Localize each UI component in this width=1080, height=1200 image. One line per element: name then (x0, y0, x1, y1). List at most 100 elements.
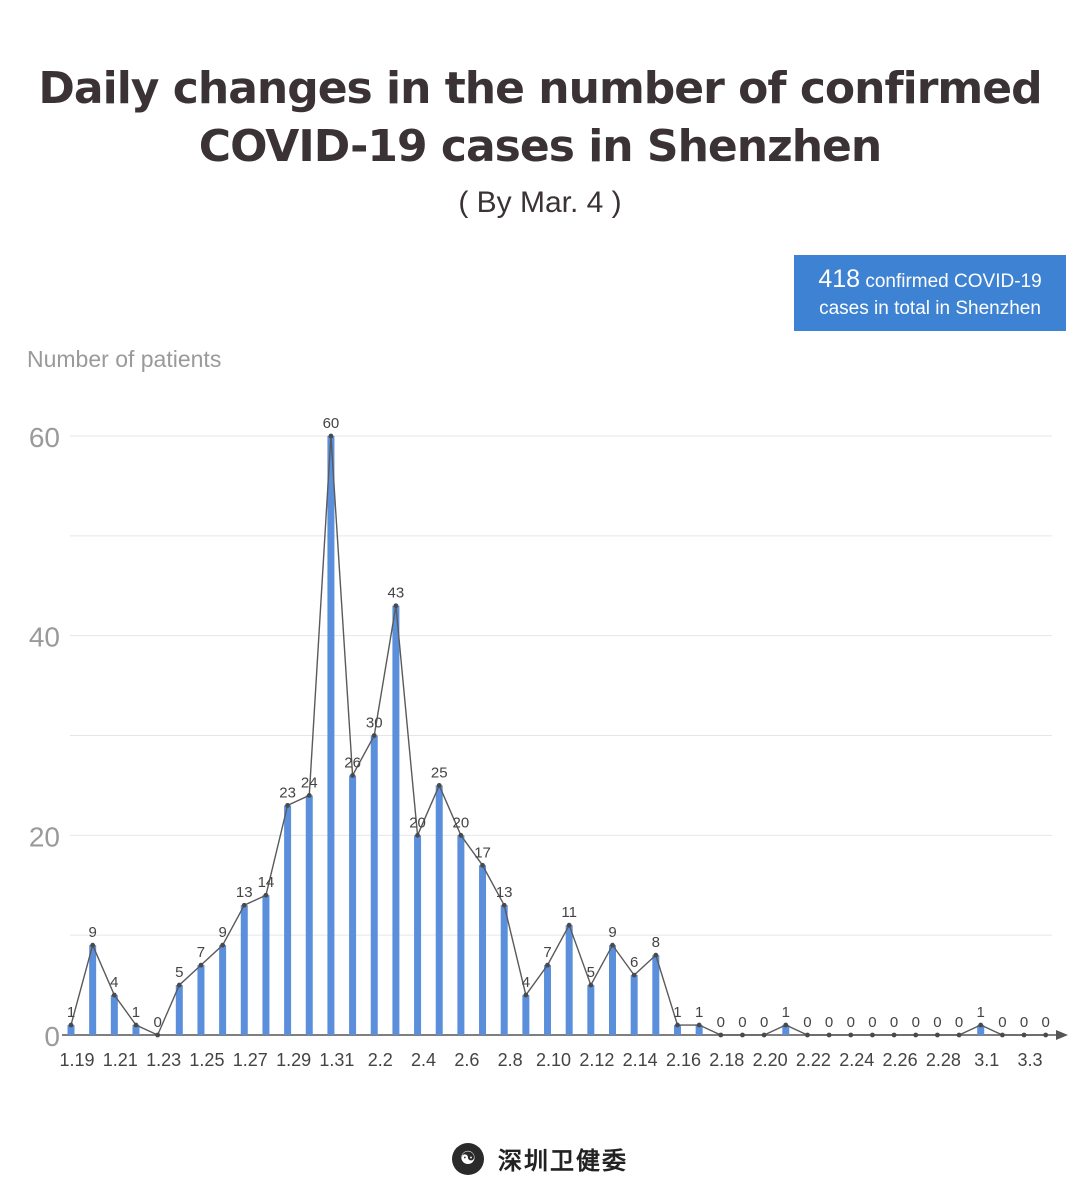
data-point (68, 1022, 74, 1028)
data-point (848, 1032, 854, 1038)
data-label: 60 (323, 415, 340, 432)
data-label: 0 (890, 1014, 898, 1031)
data-point (458, 832, 464, 838)
data-label: 23 (279, 784, 296, 801)
footer: ☯ 深圳卫健委 (0, 1141, 1080, 1176)
data-point (740, 1032, 745, 1038)
data-label: 14 (258, 874, 275, 891)
data-label: 0 (912, 1014, 920, 1031)
bar (414, 835, 422, 1035)
data-label: 24 (301, 774, 318, 791)
bar (327, 436, 335, 1035)
data-label: 30 (366, 715, 383, 732)
bar (435, 785, 443, 1035)
data-label: 0 (847, 1014, 855, 1031)
bar (284, 805, 292, 1035)
x-axis-arrow (1056, 1030, 1068, 1040)
x-tick-label: 2.22 (796, 1050, 831, 1070)
x-tick-label: 2.20 (753, 1050, 788, 1070)
x-tick-label: 2.2 (368, 1050, 393, 1070)
bar (392, 605, 400, 1035)
data-label: 0 (153, 1014, 161, 1031)
data-point (675, 1022, 680, 1028)
data-point (220, 942, 226, 948)
data-label: 7 (197, 944, 205, 961)
chart-title: Daily changes in the number of confirmed… (0, 60, 1080, 176)
data-point (1021, 1032, 1027, 1038)
bar (652, 955, 660, 1035)
total-cases-line-1: 418 confirmed COVID-19 (794, 265, 1066, 296)
data-point (155, 1032, 161, 1038)
data-point (870, 1032, 875, 1038)
x-tick-label: 2.18 (709, 1050, 744, 1070)
data-point (523, 992, 529, 998)
organization-name: 深圳卫健委 (498, 1147, 628, 1175)
data-label: 5 (587, 964, 595, 981)
data-point (653, 952, 659, 958)
data-label: 6 (630, 954, 638, 971)
data-point (350, 773, 355, 778)
bar (457, 835, 465, 1035)
total-cases-box: 418 confirmed COVID-19 cases in total in… (794, 255, 1066, 331)
bar (544, 965, 552, 1035)
data-label: 1 (782, 1004, 790, 1021)
bar (219, 945, 227, 1035)
data-label: 9 (88, 924, 96, 941)
bar (630, 975, 638, 1035)
data-label: 0 (760, 1014, 768, 1031)
bar (695, 1025, 703, 1035)
data-label: 11 (561, 904, 577, 921)
data-label: 0 (1020, 1014, 1028, 1031)
health-commission-emblem-icon: ☯ (452, 1142, 484, 1175)
data-point (761, 1032, 767, 1038)
data-point (999, 1032, 1005, 1038)
data-label: 0 (738, 1014, 746, 1031)
data-label: 43 (388, 585, 405, 602)
bar (89, 945, 97, 1035)
x-tick-label: 1.21 (103, 1050, 138, 1070)
data-label: 1 (977, 1004, 985, 1021)
data-label: 0 (998, 1014, 1006, 1031)
data-point (285, 802, 290, 808)
bar (782, 1025, 790, 1035)
data-label: 5 (175, 964, 183, 981)
total-cases-line-2: cases in total in Shenzhen (819, 298, 1041, 319)
x-tick-label: 1.29 (276, 1050, 311, 1070)
data-point (588, 982, 594, 988)
data-label: 25 (431, 764, 448, 781)
bar (305, 795, 313, 1035)
x-tick-label: 2.26 (883, 1050, 918, 1070)
bar (349, 775, 357, 1035)
x-tick-label: 2.28 (926, 1050, 961, 1070)
x-tick-label: 1.25 (189, 1050, 224, 1070)
data-point (241, 902, 247, 908)
y-tick-label: 40 (29, 622, 60, 653)
bar (673, 1025, 681, 1035)
data-point (566, 922, 572, 928)
data-label: 0 (717, 1014, 725, 1031)
y-tick-label: 60 (29, 422, 60, 453)
bar (565, 925, 573, 1035)
bar (977, 1025, 985, 1035)
bar (587, 985, 595, 1035)
data-label: 8 (652, 934, 660, 951)
data-point (328, 433, 334, 439)
data-label: 4 (522, 974, 530, 991)
data-label: 9 (608, 924, 616, 941)
bar (197, 965, 205, 1035)
data-label: 0 (868, 1014, 876, 1031)
data-point (90, 942, 96, 948)
data-point (198, 962, 204, 968)
data-point (371, 733, 377, 738)
data-label: 17 (474, 844, 491, 861)
bar (240, 905, 248, 1035)
x-tick-label: 3.1 (974, 1050, 999, 1070)
data-label: 1 (695, 1004, 703, 1021)
bar (110, 995, 118, 1035)
data-point (696, 1022, 702, 1028)
x-tick-label: 2.12 (579, 1050, 614, 1070)
bar (609, 945, 616, 1035)
data-point (415, 832, 420, 838)
x-tick-label: 3.3 (1018, 1050, 1043, 1070)
